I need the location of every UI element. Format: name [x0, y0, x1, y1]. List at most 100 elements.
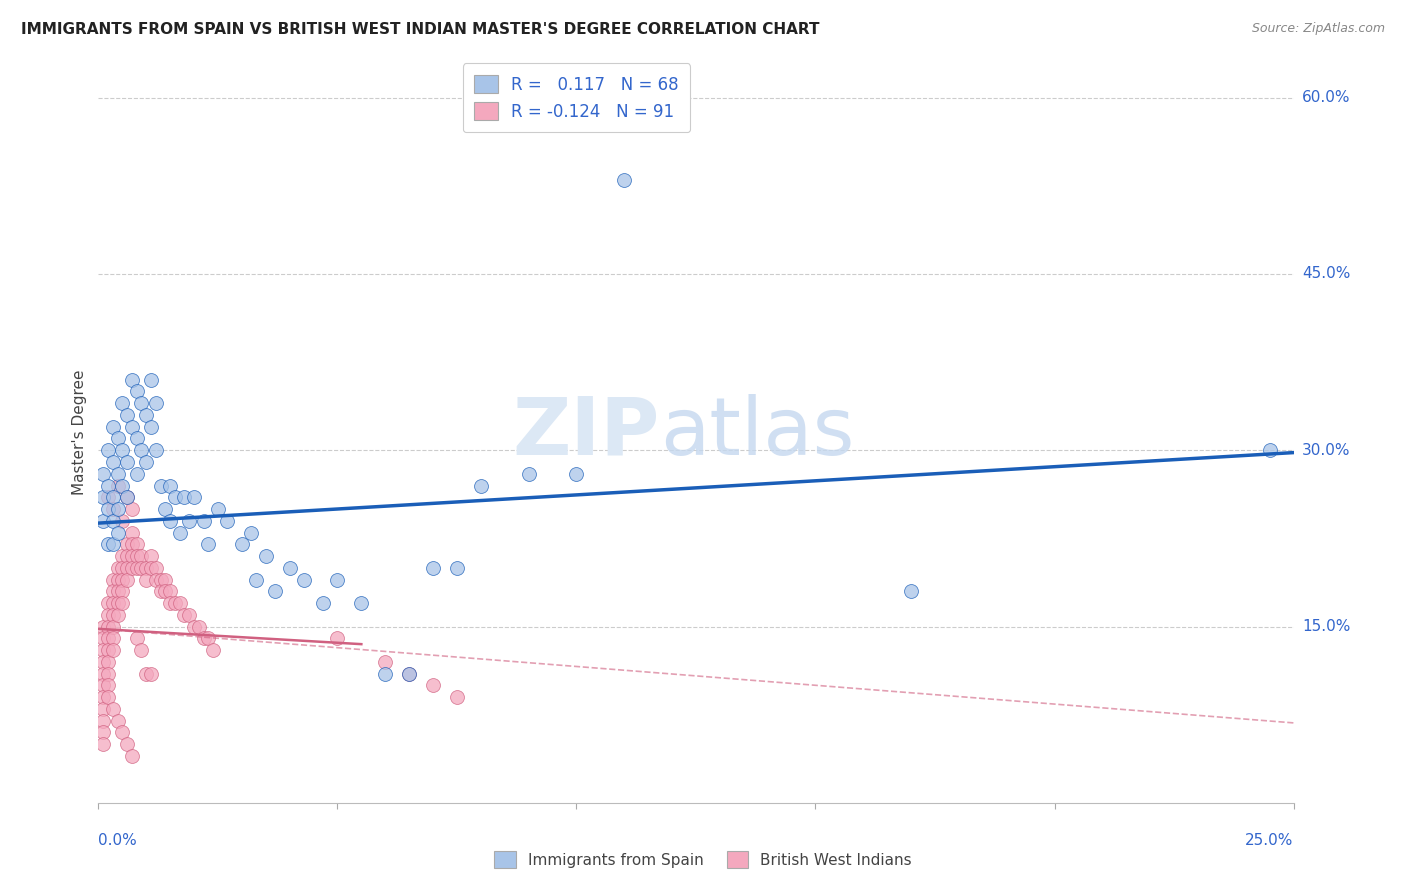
- Point: [101, 607, 124, 622]
- Point: [107, 573, 129, 587]
- Point: [159, 514, 181, 528]
- Point: [145, 561, 167, 575]
- Text: ZIP: ZIP: [513, 393, 661, 472]
- Legend: R =   0.117   N = 68, R = -0.124   N = 91: R = 0.117 N = 68, R = -0.124 N = 91: [463, 63, 690, 132]
- Point: [97, 596, 120, 610]
- Point: [101, 455, 124, 469]
- Point: [163, 596, 186, 610]
- Point: [115, 737, 138, 751]
- Text: atlas: atlas: [661, 393, 855, 472]
- Point: [517, 467, 540, 481]
- Point: [207, 502, 229, 516]
- Point: [97, 537, 120, 551]
- Point: [107, 714, 129, 728]
- Point: [97, 678, 120, 692]
- Point: [91, 666, 114, 681]
- Text: IMMIGRANTS FROM SPAIN VS BRITISH WEST INDIAN MASTER'S DEGREE CORRELATION CHART: IMMIGRANTS FROM SPAIN VS BRITISH WEST IN…: [21, 22, 820, 37]
- Point: [91, 725, 114, 739]
- Point: [111, 396, 134, 410]
- Point: [111, 725, 134, 739]
- Point: [149, 584, 172, 599]
- Point: [350, 596, 373, 610]
- Point: [91, 490, 114, 504]
- Point: [101, 596, 124, 610]
- Point: [139, 373, 162, 387]
- Point: [101, 537, 124, 551]
- Point: [193, 632, 215, 646]
- Point: [107, 478, 129, 492]
- Point: [149, 573, 172, 587]
- Point: [101, 419, 124, 434]
- Text: 30.0%: 30.0%: [1302, 442, 1350, 458]
- Point: [900, 584, 922, 599]
- Point: [97, 655, 120, 669]
- Point: [131, 396, 153, 410]
- Point: [422, 561, 444, 575]
- Point: [145, 443, 167, 458]
- Text: Source: ZipAtlas.com: Source: ZipAtlas.com: [1251, 22, 1385, 36]
- Point: [107, 432, 129, 446]
- Point: [565, 467, 588, 481]
- Point: [139, 549, 162, 563]
- Point: [107, 525, 129, 540]
- Point: [107, 584, 129, 599]
- Point: [155, 502, 177, 516]
- Point: [197, 537, 219, 551]
- Point: [139, 666, 162, 681]
- Point: [125, 467, 148, 481]
- Point: [135, 408, 157, 422]
- Point: [202, 643, 225, 657]
- Point: [121, 525, 143, 540]
- Point: [159, 584, 181, 599]
- Point: [107, 596, 129, 610]
- Point: [107, 467, 129, 481]
- Point: [91, 514, 114, 528]
- Point: [131, 443, 153, 458]
- Point: [217, 514, 239, 528]
- Point: [115, 549, 138, 563]
- Point: [131, 561, 153, 575]
- Point: [326, 632, 349, 646]
- Point: [183, 490, 205, 504]
- Point: [111, 584, 134, 599]
- Point: [107, 607, 129, 622]
- Point: [91, 467, 114, 481]
- Point: [91, 643, 114, 657]
- Text: 15.0%: 15.0%: [1302, 619, 1350, 634]
- Point: [97, 643, 120, 657]
- Point: [111, 443, 134, 458]
- Point: [125, 632, 148, 646]
- Point: [91, 702, 114, 716]
- Point: [111, 596, 134, 610]
- Point: [240, 525, 263, 540]
- Point: [278, 561, 301, 575]
- Point: [101, 584, 124, 599]
- Point: [179, 607, 201, 622]
- Point: [97, 619, 120, 633]
- Point: [159, 478, 181, 492]
- Point: [398, 666, 420, 681]
- Point: [111, 478, 134, 492]
- Point: [97, 490, 120, 504]
- Point: [1258, 443, 1281, 458]
- Point: [145, 573, 167, 587]
- Point: [193, 514, 215, 528]
- Point: [183, 619, 205, 633]
- Point: [121, 373, 143, 387]
- Point: [374, 666, 396, 681]
- Point: [187, 619, 209, 633]
- Point: [159, 596, 181, 610]
- Point: [135, 455, 157, 469]
- Point: [121, 561, 143, 575]
- Point: [101, 619, 124, 633]
- Point: [155, 573, 177, 587]
- Point: [125, 537, 148, 551]
- Point: [101, 702, 124, 716]
- Point: [446, 561, 468, 575]
- Point: [101, 514, 124, 528]
- Point: [312, 596, 335, 610]
- Point: [155, 584, 177, 599]
- Point: [115, 490, 138, 504]
- Text: 0.0%: 0.0%: [98, 833, 138, 848]
- Point: [91, 690, 114, 704]
